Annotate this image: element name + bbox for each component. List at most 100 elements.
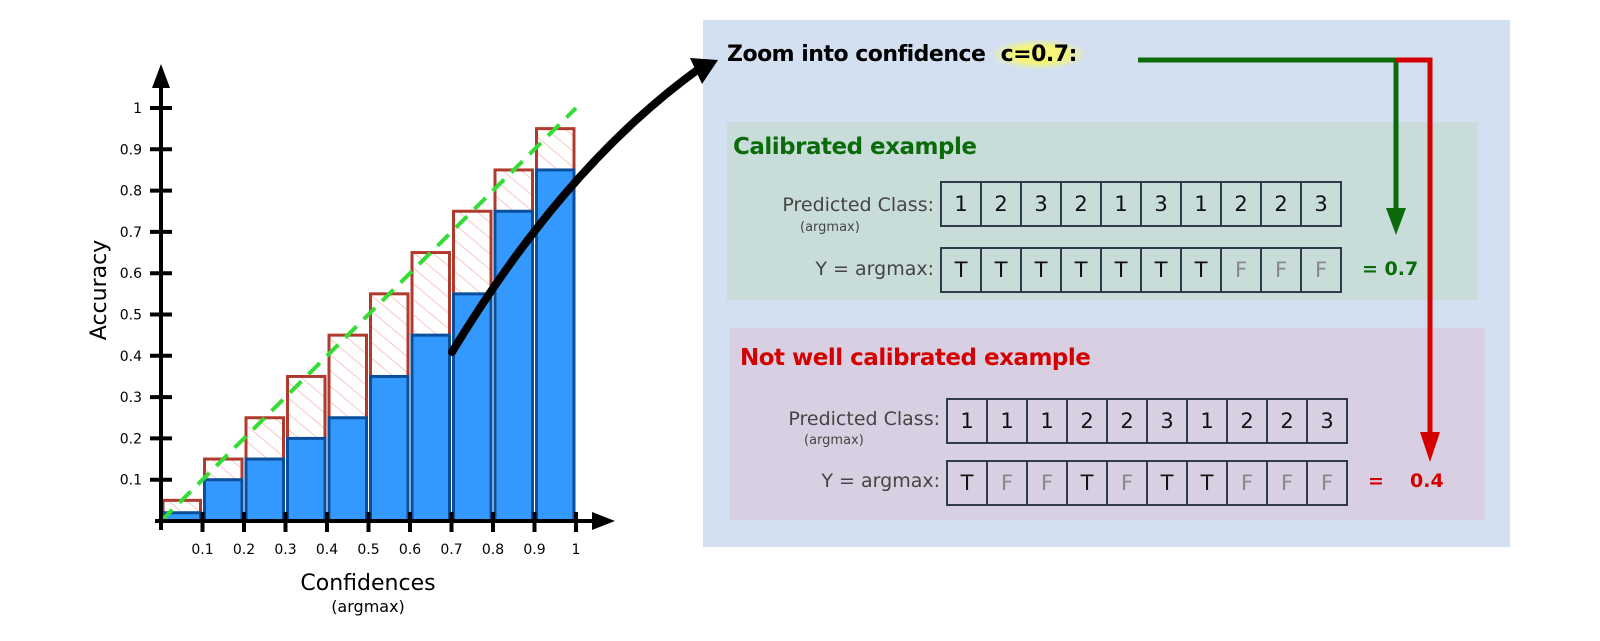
correctness-cell: F (1028, 462, 1068, 504)
correctness-cell: F (1262, 249, 1302, 291)
predicted-class-cell: 2 (1108, 400, 1148, 442)
correctness-cell: F (1320, 471, 1334, 495)
predicted-class-cell: 2 (1062, 183, 1102, 225)
predicted-class-cell: 2 (1222, 183, 1262, 225)
accuracy-bar (203, 478, 244, 523)
predicted-class-cell: 3 (1142, 183, 1182, 225)
y-tick-label: 0.4 (120, 349, 142, 365)
predicted-class-cell: 3 (1314, 192, 1328, 216)
predicted-class-cell: 1 (1102, 183, 1142, 225)
green-flow-line (1138, 57, 1399, 212)
correctness-cell: T (1102, 249, 1142, 291)
x-tick-label: 0.5 (357, 542, 379, 558)
correctness-cell: F (1108, 462, 1148, 504)
correctness-cell: F (988, 462, 1028, 504)
accuracy-bar (410, 333, 451, 523)
predicted-class-cell: 3 (1320, 409, 1334, 433)
zoom-arrow-head-icon (690, 58, 718, 84)
y-tick-label: 1 (133, 101, 142, 117)
red-arrow-head-icon (1420, 432, 1440, 462)
calibrated-pred-sub: (argmax) (800, 220, 860, 235)
uncalibrated-result-eq: = (1368, 470, 1384, 492)
predicted-class-cell: 2 (1068, 400, 1108, 442)
correctness-cell: F (1222, 249, 1262, 291)
y-tick-label: 0.8 (120, 184, 142, 200)
correctness-cell: T (1148, 462, 1188, 504)
green-arrow-head-icon (1386, 208, 1406, 235)
correctness-cell: T (1188, 462, 1228, 504)
calibrated-title: Calibrated example (733, 134, 977, 160)
accuracy-bar (369, 374, 410, 523)
predicted-class-cell: 1 (1028, 400, 1068, 442)
x-tick-label: 0.7 (440, 542, 462, 558)
calibrated-y-label: Y = argmax: (815, 258, 934, 280)
x-axis-sublabel: (argmax) (331, 597, 405, 616)
x-tick-label: 0.2 (233, 542, 255, 558)
predicted-class-cell: 1 (942, 183, 982, 225)
predicted-class-cell: 1 (1182, 183, 1222, 225)
predicted-class-cell: 2 (982, 183, 1022, 225)
calibrated-result: = 0.7 (1362, 258, 1419, 280)
correctness-cell: T (1022, 249, 1062, 291)
calibrated-pred-label: Predicted Class: (782, 194, 934, 216)
diagonal-line (159, 106, 578, 523)
uncalibrated-result: 0.4 (1410, 470, 1444, 492)
predicted-class-cell: 3 (1148, 400, 1188, 442)
uncalibrated-pred-sub: (argmax) (804, 433, 864, 448)
uncalibrated-title: Not well calibrated example (740, 345, 1091, 371)
y-tick-label: 0.7 (120, 225, 142, 241)
x-tick-label: 0.1 (191, 542, 213, 558)
correctness-cell: T (1142, 249, 1182, 291)
y-tick-label: 0.5 (120, 308, 142, 324)
accuracy-bar (535, 168, 576, 523)
zoom-title: Zoom into confidence c=0.7: (727, 40, 1085, 69)
accuracy-bar (452, 292, 493, 523)
correctness-cell: T (1062, 249, 1102, 291)
x-tick-label: 0.4 (316, 542, 338, 558)
confidence-highlight: c=0.7: (992, 40, 1085, 69)
correctness-cell: T (948, 462, 988, 504)
predicted-class-cell: 2 (1262, 183, 1302, 225)
correctness-cell: T (982, 249, 1022, 291)
correctness-cell: F (1314, 258, 1328, 282)
x-tick-label: 0.6 (399, 542, 421, 558)
predicted-class-cell: 1 (988, 400, 1028, 442)
predicted-class-cell: 1 (1188, 400, 1228, 442)
correctness-cell: T (1182, 249, 1222, 291)
predicted-class-cell: 2 (1228, 400, 1268, 442)
reliability-diagram: 0.1 0.2 0.3 0.4 0.5 0.6 0.7 0.8 0.9 1 0.1 0.2 0.3 0.4… (87, 64, 615, 616)
calibrated-box (727, 122, 1478, 300)
uncalibrated-pred-label: Predicted Class: (788, 408, 940, 430)
correctness-cell: T (1068, 462, 1108, 504)
uncalibrated-y-label: Y = argmax: (821, 470, 940, 492)
y-axis-arrow-icon (152, 64, 170, 88)
y-tick-label: 0.9 (120, 142, 142, 158)
correctness-cell: T (942, 249, 982, 291)
x-tick-label: 0.8 (482, 542, 504, 558)
predicted-class-cell: 2 (1268, 400, 1308, 442)
x-axis-arrow-icon (592, 512, 615, 530)
accuracy-bar (286, 436, 327, 523)
y-tick-label: 0.1 (120, 473, 142, 489)
correctness-cell: F (1268, 462, 1308, 504)
x-tick-label: 1 (572, 542, 581, 558)
predicted-class-cell: 3 (1022, 183, 1062, 225)
y-tick-label: 0.3 (120, 390, 142, 406)
y-tick-label: 0.6 (120, 266, 142, 282)
x-axis-label: Confidences (300, 571, 435, 596)
predicted-class-cell: 1 (948, 400, 988, 442)
x-tick-label: 0.3 (274, 542, 296, 558)
correctness-cell: F (1228, 462, 1268, 504)
zoom-arrow (448, 64, 704, 356)
x-tick-label: 0.9 (523, 542, 545, 558)
accuracy-bar (327, 416, 368, 523)
y-axis-label: Accuracy (87, 240, 112, 340)
red-flow-line (1396, 57, 1433, 435)
y-tick-label: 0.2 (120, 431, 142, 447)
